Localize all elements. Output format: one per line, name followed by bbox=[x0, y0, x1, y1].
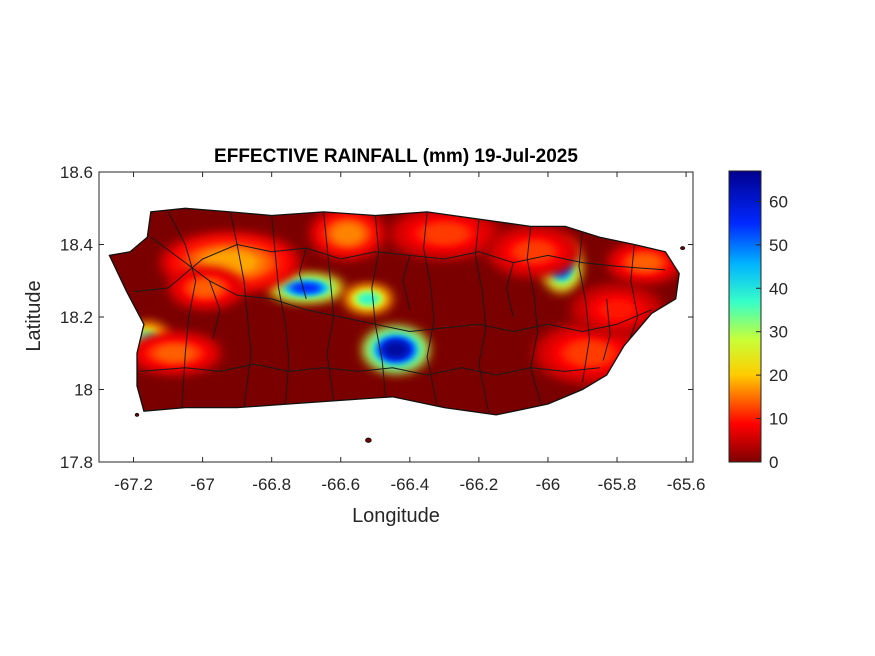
y-tick-label: 18.4 bbox=[60, 236, 93, 255]
map-axes: -67.2 -67 -66.8 -66.6 -66.4 -66.2 -66 -65.8 -65.… bbox=[60, 163, 706, 494]
municipal-border bbox=[323, 211, 335, 401]
x-tick-label: -65.6 bbox=[667, 475, 706, 494]
municipal-border bbox=[140, 363, 600, 376]
y-tick-label: 18 bbox=[74, 381, 93, 400]
municipal-border bbox=[133, 244, 666, 293]
colorbar-tick-label: 20 bbox=[769, 366, 788, 385]
y-tick-label: 18.2 bbox=[60, 308, 93, 327]
rain-cell-contour bbox=[383, 341, 409, 359]
colorbar-tick-label: 60 bbox=[769, 192, 788, 211]
rain-cell-contour bbox=[359, 294, 378, 304]
rain-cell bbox=[388, 209, 501, 259]
x-tick-label: -65.8 bbox=[598, 475, 637, 494]
x-tick-label: -66.8 bbox=[252, 475, 291, 494]
rain-cell bbox=[168, 268, 244, 308]
municipal-border bbox=[402, 255, 411, 310]
chart-title: EFFECTIVE RAINFALL (mm) 19-Jul-2025 bbox=[214, 146, 578, 167]
rain-cell-contour bbox=[567, 342, 611, 365]
y-axis-ticks: 17.8 18 18.2 18.4 18.6 bbox=[60, 163, 693, 472]
rain-cell-contour bbox=[157, 345, 193, 361]
municipal-border bbox=[578, 229, 590, 383]
municipal-border bbox=[209, 280, 221, 339]
rain-cell-contour bbox=[599, 300, 635, 320]
rain-cell bbox=[268, 275, 344, 301]
municipal-border bbox=[526, 226, 542, 405]
colorbar-ticks: 0 10 20 30 40 50 60 bbox=[756, 192, 788, 472]
rain-cell bbox=[363, 327, 429, 372]
rain-cell-contour bbox=[630, 255, 659, 271]
municipal-border bbox=[271, 215, 290, 405]
rainfall-map bbox=[108, 207, 686, 443]
rain-cell bbox=[487, 227, 581, 277]
municipal-border bbox=[602, 298, 611, 361]
y-tick-label: 18.6 bbox=[60, 163, 93, 182]
islet bbox=[134, 412, 140, 417]
x-tick-label: -66.2 bbox=[460, 475, 499, 494]
rain-cell-contour bbox=[422, 224, 466, 244]
colorbar-tick-label: 10 bbox=[769, 410, 788, 429]
colorbar-tick-label: 30 bbox=[769, 323, 788, 342]
islets bbox=[134, 246, 686, 443]
islet bbox=[680, 246, 686, 251]
x-tick-label: -66.6 bbox=[321, 475, 360, 494]
colorbar-tick-label: 40 bbox=[769, 279, 788, 298]
municipal-border bbox=[229, 211, 252, 408]
colorbar: 0 10 20 30 40 50 60 bbox=[728, 170, 788, 472]
rain-cell-contour bbox=[333, 224, 362, 244]
x-tick-label: -66 bbox=[536, 475, 561, 494]
x-tick-label: -67 bbox=[190, 475, 215, 494]
x-tick-label: -67.2 bbox=[114, 475, 153, 494]
municipal-border bbox=[474, 219, 490, 415]
islet bbox=[365, 437, 372, 443]
municipal-border bbox=[626, 244, 639, 347]
rain-cell bbox=[607, 243, 680, 283]
island-outline bbox=[108, 207, 680, 416]
rainfall-cells bbox=[126, 209, 680, 383]
municipal-border bbox=[298, 247, 307, 300]
municipal-border bbox=[150, 236, 652, 332]
y-axis-label: Latitude bbox=[23, 280, 45, 351]
rain-cell bbox=[128, 333, 222, 373]
colorbar-gradient bbox=[728, 170, 762, 463]
municipal-border bbox=[371, 215, 387, 397]
municipal-borders bbox=[133, 211, 666, 415]
colorbar-tick-label: 50 bbox=[769, 236, 788, 255]
rain-cell bbox=[310, 209, 385, 259]
colorbar-tick-label: 0 bbox=[769, 453, 778, 472]
rain-cell-contour bbox=[291, 283, 321, 293]
rain-cell bbox=[570, 285, 664, 335]
rain-cell bbox=[345, 286, 392, 312]
municipal-border bbox=[167, 211, 197, 408]
municipal-border bbox=[506, 262, 514, 318]
x-axis-ticks: -67.2 -67 -66.8 -66.6 -66.4 -66.2 -66 -65.8 -65.… bbox=[114, 172, 705, 494]
rain-cell-contour bbox=[203, 251, 258, 274]
rain-cell-contour bbox=[191, 280, 221, 296]
municipal-border bbox=[423, 211, 438, 408]
x-tick-label: -66.4 bbox=[390, 475, 429, 494]
x-axis-label: Longitude bbox=[352, 505, 440, 527]
y-tick-label: 17.8 bbox=[60, 453, 93, 472]
